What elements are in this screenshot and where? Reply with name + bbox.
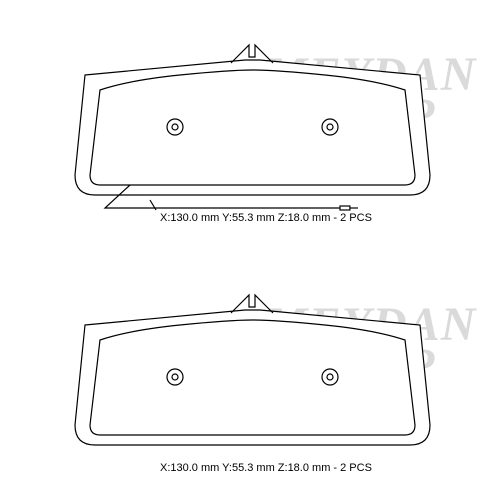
pad-top-outer — [75, 60, 430, 195]
dimension-label-top: X:130.0 mm Y:55.3 mm Z:18.0 mm - 2 PCS — [160, 212, 372, 224]
svg-layer — [0, 0, 500, 500]
pad-top-wire-connector — [340, 206, 350, 210]
pad-bottom-outer — [75, 310, 430, 445]
diagram-canvas: MEYDAN GROUP MEYDAN GROUP X:130.0 mm Y:5… — [0, 0, 500, 500]
dimension-label-bottom: X:130.0 mm Y:55.3 mm Z:18.0 mm - 2 PCS — [160, 462, 372, 474]
